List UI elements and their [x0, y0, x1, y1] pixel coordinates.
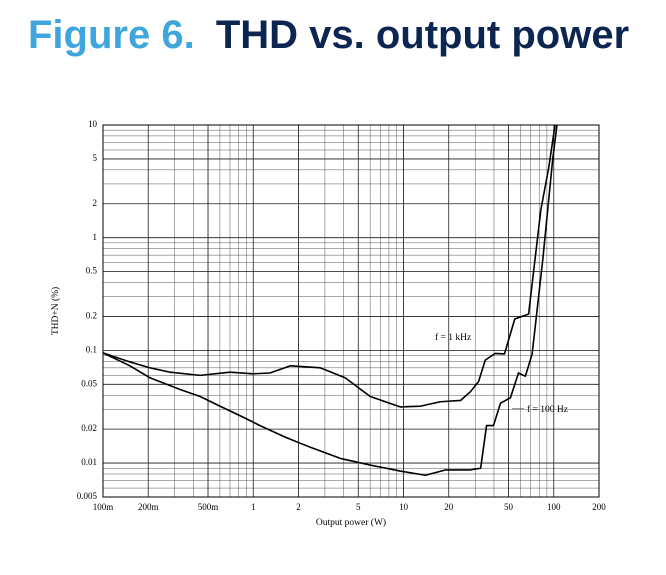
x-tick-label: 10 — [399, 502, 409, 512]
y-tick-label: 5 — [93, 153, 98, 163]
x-tick-label: 100m — [93, 502, 114, 512]
y-tick-label: 2 — [93, 198, 98, 208]
y-tick-label: 0.01 — [81, 457, 97, 467]
y-tick-label: 1 — [93, 232, 98, 242]
y-tick-label: 0.5 — [86, 266, 98, 276]
y-tick-label: 0.005 — [77, 491, 98, 501]
x-axis-label: Output power (W) — [316, 517, 386, 528]
y-tick-label: 0.05 — [81, 378, 97, 388]
title: THD vs. output power — [216, 13, 629, 57]
y-tick-label: 0.1 — [86, 344, 97, 354]
figure-label: Figure 6. — [28, 13, 195, 57]
series-annotation: f = 1 kHz — [435, 332, 471, 343]
x-tick-label: 1 — [251, 502, 256, 512]
x-tick-label: 200m — [138, 502, 159, 512]
y-tick-label: 10 — [88, 119, 98, 129]
x-tick-label: 500m — [198, 502, 219, 512]
series-line — [102, 124, 556, 408]
y-axis-label: THD+N (%) — [50, 287, 61, 335]
y-tick-label: 0.2 — [86, 311, 97, 321]
x-tick-label: 5 — [356, 502, 361, 512]
x-tick-label: 50 — [504, 502, 514, 512]
x-tick-label: 20 — [444, 502, 454, 512]
y-tick-label: 0.02 — [81, 423, 97, 433]
x-tick-label: 2 — [296, 502, 301, 512]
series-line — [102, 124, 558, 477]
x-tick-label: 200 — [592, 502, 606, 512]
x-tick-label: 100 — [547, 502, 561, 512]
plot-frame — [102, 124, 600, 498]
chart-title: Figure 6. THD vs. output power — [28, 13, 629, 57]
